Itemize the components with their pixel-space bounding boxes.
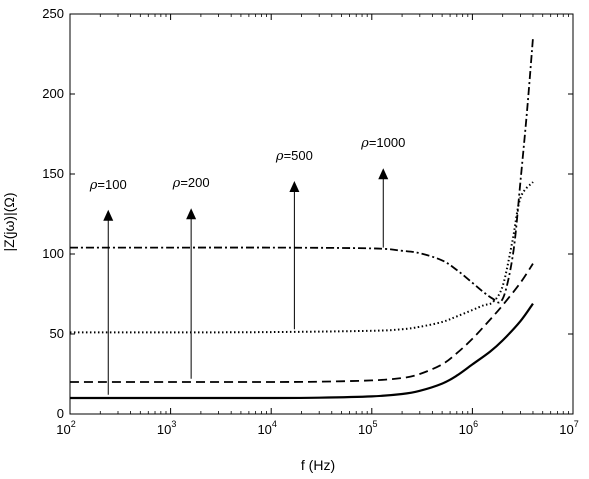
arrow-head	[103, 209, 114, 221]
arrow-head	[378, 168, 389, 180]
y-tick-label: 250	[42, 6, 64, 21]
arrow-head	[186, 208, 197, 220]
annotation-label: ρ=100	[89, 177, 127, 193]
series-line-solid	[70, 302, 534, 400]
x-tick-label: 106	[459, 419, 478, 437]
y-tick-label: 150	[42, 166, 64, 181]
plot-area: 0 50 100 150 200 250 102 103 104 105 106 107 ρ=100 ρ=…	[42, 6, 578, 437]
x-axis-title: f (Hz)	[301, 457, 335, 473]
x-tick-label: 105	[358, 419, 377, 437]
series-line-dash-dot	[69, 37, 534, 304]
annotation-label: ρ=1000	[360, 135, 405, 151]
y-tick-label: 50	[50, 326, 64, 341]
y-tick-label: 200	[42, 86, 64, 101]
y-tick-label: 100	[42, 246, 64, 261]
x-tick-label: 104	[257, 419, 276, 437]
series-line-dotted	[69, 181, 534, 334]
annotation-label: ρ=500	[275, 148, 313, 164]
arrow-head	[289, 181, 300, 192]
series-line-dashed	[70, 263, 534, 383]
plot-frame	[69, 13, 574, 415]
y-tick-label: 0	[57, 406, 64, 421]
y-axis-title: |Z(jω)|(Ω)	[1, 193, 17, 252]
x-tick-label: 103	[157, 419, 176, 437]
x-tick-label: 107	[559, 419, 578, 437]
x-tick-label: 102	[56, 419, 75, 437]
annotation-label: ρ=200	[172, 175, 210, 191]
